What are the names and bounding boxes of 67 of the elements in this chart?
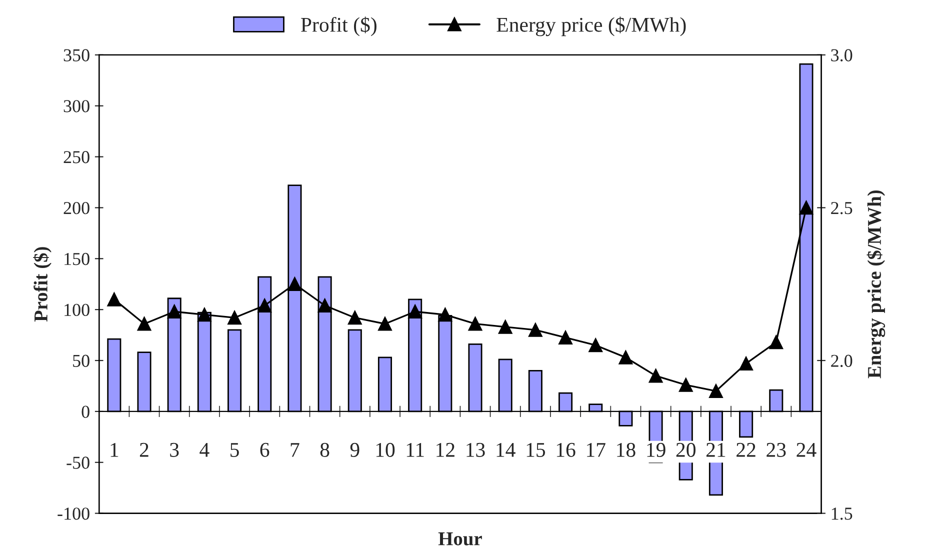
y2-tick-label: 2.0 [831,354,852,368]
y-tick-label: 350 [64,49,90,62]
point [558,330,572,345]
point [799,200,814,215]
point [588,338,603,352]
x-tick-label: 16 [556,442,576,457]
x-tick-label: 11 [406,442,424,457]
x-tick-label: 12 [436,442,454,457]
point [408,304,422,319]
point [498,320,512,334]
x-tick-label: 21 [706,442,726,457]
legend-label: Profit ($) [301,16,376,36]
x-tick-label: 15 [526,442,546,457]
point [197,308,212,322]
point [648,368,663,383]
y-tick-label: 250 [64,151,90,164]
y-tick-label: 0 [82,406,90,418]
point [618,350,633,364]
x-tick-label: 19 [647,442,666,457]
x-axis-title: Hour [438,532,482,546]
point [769,335,784,350]
point [528,323,542,337]
x-tick-label: 7 [290,443,300,457]
x-tick-label: 22 [736,442,756,457]
x-tick-label: 18 [617,442,636,457]
point [709,384,723,398]
x-tick-label: 6 [260,442,270,457]
y-tick-label: -100 [58,508,90,520]
y-axis-title: Profit ($) [33,247,52,322]
x-tick-label: 14 [496,442,516,457]
point [468,316,482,331]
x-tick-label: 9 [350,442,360,457]
y-tick-label: 100 [64,304,90,316]
point [739,356,753,371]
point [167,304,182,319]
y2-axis-title: Energy price ($/MWh) [866,190,886,378]
x-tick-label: 24 [796,442,816,457]
x-tick-label: 13 [466,442,485,457]
x-tick-label: 8 [320,442,330,457]
x-tick-label: 17 [587,442,606,457]
y-tick-label: 150 [64,252,90,266]
point [318,298,332,312]
y2-tick-label: 3.0 [831,49,852,62]
x-tick-label: 3 [170,442,179,457]
x-tick-label: 10 [376,442,395,457]
point [137,316,152,331]
x-tick-label: 2 [140,442,148,457]
y-tick-label: -50 [66,456,90,469]
point [378,316,392,331]
legend-label: Energy price ($/MWh) [496,16,686,36]
point [348,310,362,325]
point [288,277,302,292]
point [107,292,122,306]
y-tick-label: 200 [64,202,90,214]
y2-tick-label: 2.5 [831,202,852,214]
y-tick-label: 50 [73,354,90,367]
point [438,308,452,322]
y-tick-label: 300 [64,100,90,112]
point [678,378,693,392]
x-tick-label: 23 [766,442,786,457]
point [258,298,272,312]
point [228,310,242,325]
x-tick-label: 20 [676,442,696,457]
y2-tick-label: 1.5 [832,508,852,520]
x-tick-label: 4 [200,443,210,457]
x-tick-label: 5 [230,443,239,457]
x-tick-label: 1 [110,442,118,457]
